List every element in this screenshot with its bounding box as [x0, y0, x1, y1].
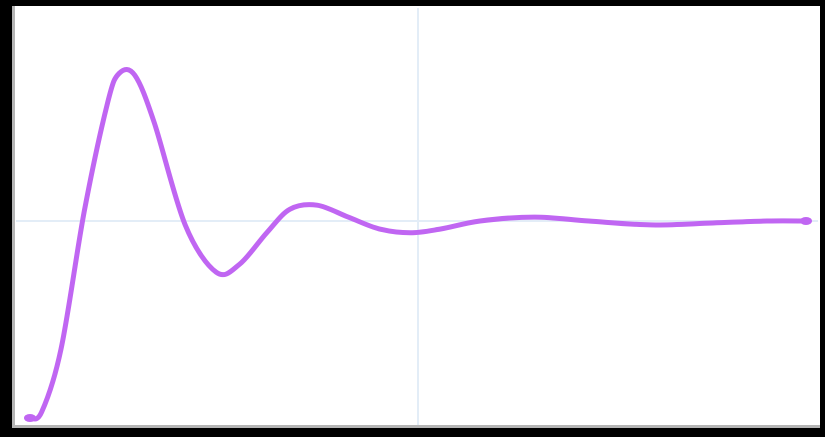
series-start-point	[24, 414, 36, 422]
series-end-point	[800, 217, 812, 225]
series-line-0	[27, 66, 809, 422]
plot-panel	[12, 6, 820, 428]
